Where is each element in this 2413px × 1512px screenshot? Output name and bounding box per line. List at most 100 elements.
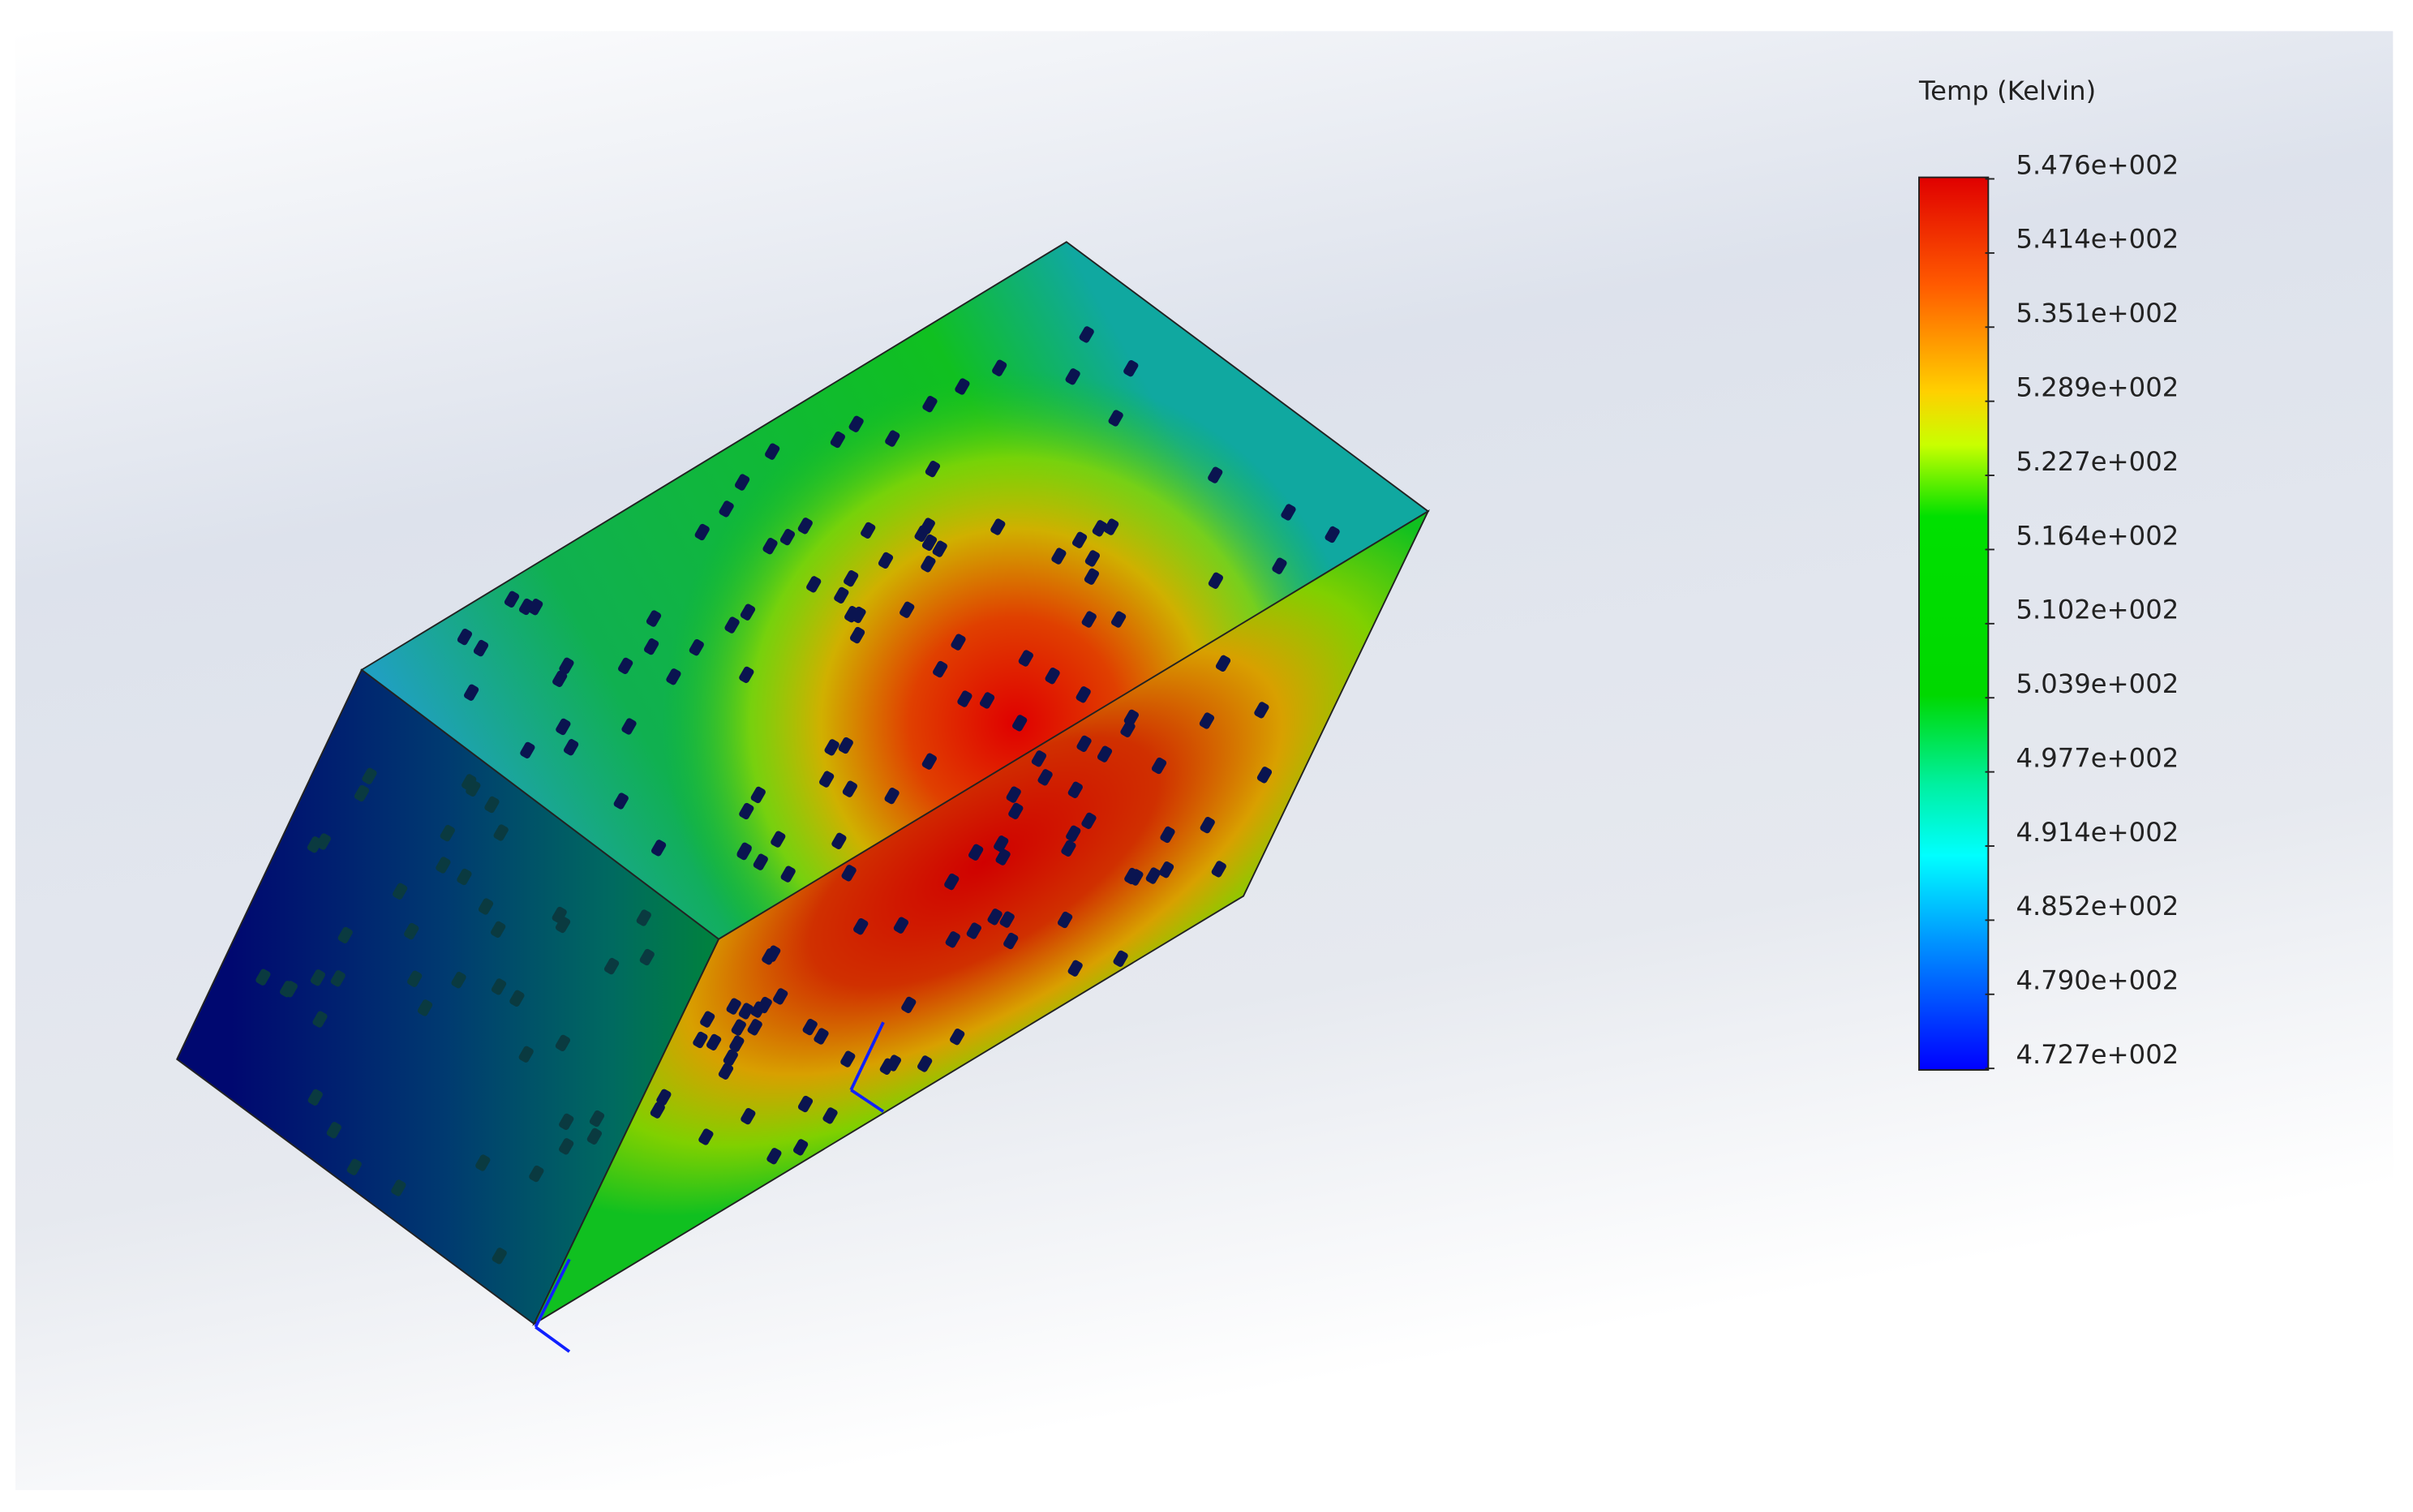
marker	[1067, 781, 1083, 798]
marker	[457, 868, 472, 886]
mesh-markers	[255, 326, 1340, 1265]
marker	[957, 690, 972, 707]
marker	[1031, 750, 1047, 767]
marker	[822, 1107, 838, 1124]
marker	[1066, 825, 1081, 842]
marker	[762, 538, 778, 555]
marker	[589, 1110, 605, 1128]
marker	[738, 1003, 754, 1020]
marker	[773, 988, 788, 1005]
marker	[925, 461, 941, 478]
marker	[849, 626, 865, 644]
marker	[921, 556, 936, 573]
marker	[741, 1107, 756, 1125]
marker	[346, 1158, 362, 1175]
marker	[1097, 745, 1113, 762]
marker	[706, 1033, 722, 1051]
legend-label: 4.790e+002	[2016, 965, 2179, 996]
marker	[834, 586, 849, 604]
marker	[987, 908, 1003, 926]
marker	[1018, 650, 1033, 667]
marker	[814, 1028, 829, 1045]
marker	[650, 840, 667, 857]
marker	[861, 522, 876, 539]
marker	[1006, 786, 1021, 803]
marker	[436, 857, 451, 874]
marker	[1092, 520, 1107, 537]
marker	[933, 660, 948, 678]
marker	[1037, 769, 1053, 786]
legend-label: 5.351e+002	[2016, 298, 2179, 329]
legend: Temp (Kelvin) 5.476e+002 5.414e+002 5.351e…	[1918, 75, 2179, 1072]
marker	[1076, 686, 1091, 703]
marker	[698, 1128, 714, 1145]
legend-label: 5.102e+002	[2016, 595, 2179, 625]
marker	[689, 639, 704, 656]
marker	[921, 753, 937, 770]
marker	[555, 916, 571, 934]
marker	[1076, 735, 1092, 753]
marker	[726, 998, 741, 1015]
marker	[900, 601, 915, 618]
marker	[771, 831, 786, 848]
marker	[901, 996, 917, 1014]
marker	[1124, 867, 1140, 885]
marker	[848, 415, 864, 432]
marker	[1272, 557, 1287, 574]
marker	[878, 552, 894, 569]
marker	[475, 1154, 491, 1171]
legend-label: 5.227e+002	[2016, 446, 2179, 477]
marker	[1208, 466, 1223, 483]
marker	[559, 657, 574, 674]
marker	[884, 787, 900, 805]
marker	[824, 739, 839, 756]
marker	[694, 523, 710, 541]
marker	[999, 911, 1015, 928]
legend-label: 5.289e+002	[2016, 372, 2179, 402]
marker	[990, 518, 1006, 535]
marker	[362, 767, 377, 784]
marker	[893, 917, 909, 934]
marker	[1084, 550, 1100, 567]
marker	[992, 359, 1007, 376]
marker	[793, 1139, 809, 1156]
marker	[762, 948, 777, 965]
marker	[853, 918, 869, 935]
marker	[603, 957, 620, 975]
marker	[407, 970, 423, 987]
marker	[656, 1089, 672, 1106]
marker	[473, 639, 489, 657]
marker	[831, 832, 847, 849]
marker	[1151, 757, 1167, 775]
marker	[819, 771, 835, 788]
marker	[1067, 960, 1083, 977]
marker	[464, 684, 479, 701]
marker	[844, 569, 859, 587]
marker	[995, 848, 1011, 866]
marker	[830, 431, 845, 449]
marker	[1104, 518, 1119, 535]
marker	[1160, 826, 1175, 844]
marker	[636, 909, 651, 926]
marker	[753, 853, 768, 870]
marker	[1123, 709, 1139, 727]
marker	[484, 796, 500, 814]
marker	[1211, 861, 1226, 878]
marker	[724, 616, 740, 634]
marker	[1081, 611, 1097, 628]
marker	[1158, 861, 1174, 878]
marker	[729, 1035, 745, 1052]
marker	[921, 534, 938, 552]
marker	[466, 780, 481, 797]
marker	[765, 443, 780, 460]
marker	[1108, 410, 1123, 427]
marker	[841, 865, 857, 882]
marker	[838, 737, 853, 754]
marker	[504, 591, 520, 608]
marker	[766, 1148, 782, 1165]
legend-label: 5.164e+002	[2016, 520, 2179, 551]
marker	[950, 1029, 965, 1046]
marker	[1199, 712, 1215, 729]
marker	[1057, 911, 1073, 929]
